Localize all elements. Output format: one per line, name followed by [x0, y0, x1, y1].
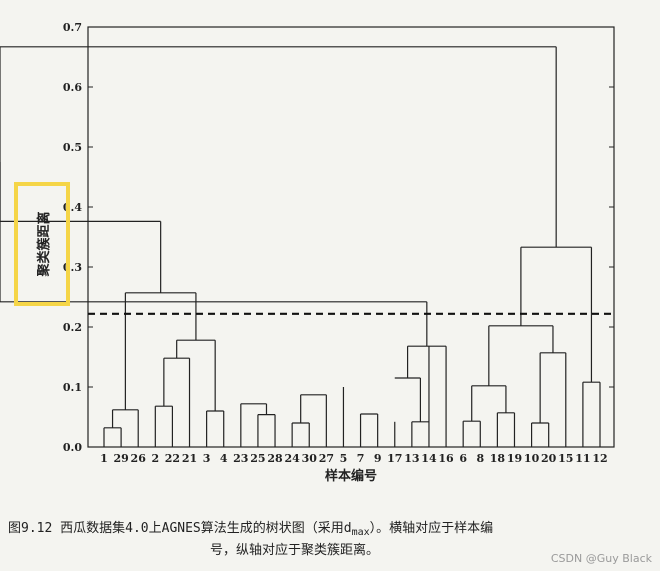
leaf-label: 14 [421, 452, 437, 465]
dendrogram-figure: 0.00.10.20.30.40.50.60.7 1 29 26 2 22 21 3 4 23 2… [0, 21, 615, 484]
x-axis-title: 样本编号 [325, 468, 377, 484]
leaf-label: 10 [524, 452, 540, 465]
leaf-label: 24 [284, 452, 300, 465]
y-axis-label-highlight-box [14, 182, 70, 306]
leaf-label: 6 [459, 452, 467, 465]
leaf-label: 11 [575, 452, 590, 465]
caption-line-2: 号，纵轴对应于聚类簇距离。 [210, 543, 380, 558]
leaf-label: 9 [374, 452, 382, 465]
leaf-label: 7 [357, 452, 365, 465]
leaf-label: 21 [182, 452, 197, 465]
leaf-label: 18 [490, 452, 506, 465]
leaf-label: 29 [113, 452, 128, 465]
y-tick-label: 0.7 [63, 21, 82, 34]
leaf-label: 20 [541, 452, 557, 465]
caption-line-1: 图9.12 西瓜数据集4.0上AGNES算法生成的树状图（采用dmax）。横轴对… [8, 521, 494, 538]
watermark: CSDN @Guy Black [550, 552, 652, 565]
plot-frame [87, 26, 615, 448]
leaf-label: 19 [507, 452, 522, 465]
leaf-label: 17 [387, 452, 402, 465]
y-tick-label: 0.5 [63, 141, 82, 154]
leaf-label: 2 [151, 452, 159, 465]
leaf-label: 30 [302, 452, 318, 465]
y-tick-label: 0.6 [63, 81, 82, 94]
leaf-label: 8 [476, 452, 484, 465]
y-tick-label: 0.3 [63, 261, 82, 274]
y-tick-label: 0.2 [63, 321, 82, 334]
y-axis-title: 聚类簇距离 [36, 211, 52, 277]
y-tick-label: 0.4 [63, 201, 82, 214]
leaf-label: 28 [267, 452, 283, 465]
leaf-label: 27 [319, 452, 334, 465]
y-tick-label: 0.0 [63, 441, 82, 454]
leaf-label: 23 [233, 452, 248, 465]
leaf-label: 13 [404, 452, 419, 465]
leaf-label: 1 [100, 452, 108, 465]
leaf-label: 22 [165, 452, 180, 465]
leaf-label: 4 [220, 452, 228, 465]
leaf-label: 26 [131, 452, 147, 465]
leaf-label: 5 [340, 452, 348, 465]
leaf-label: 16 [438, 452, 454, 465]
leaf-label: 25 [250, 452, 265, 465]
leaf-label: 3 [203, 452, 211, 465]
leaf-label: 15 [558, 452, 573, 465]
leaf-label: 12 [592, 452, 607, 465]
y-tick-label: 0.1 [63, 381, 82, 394]
